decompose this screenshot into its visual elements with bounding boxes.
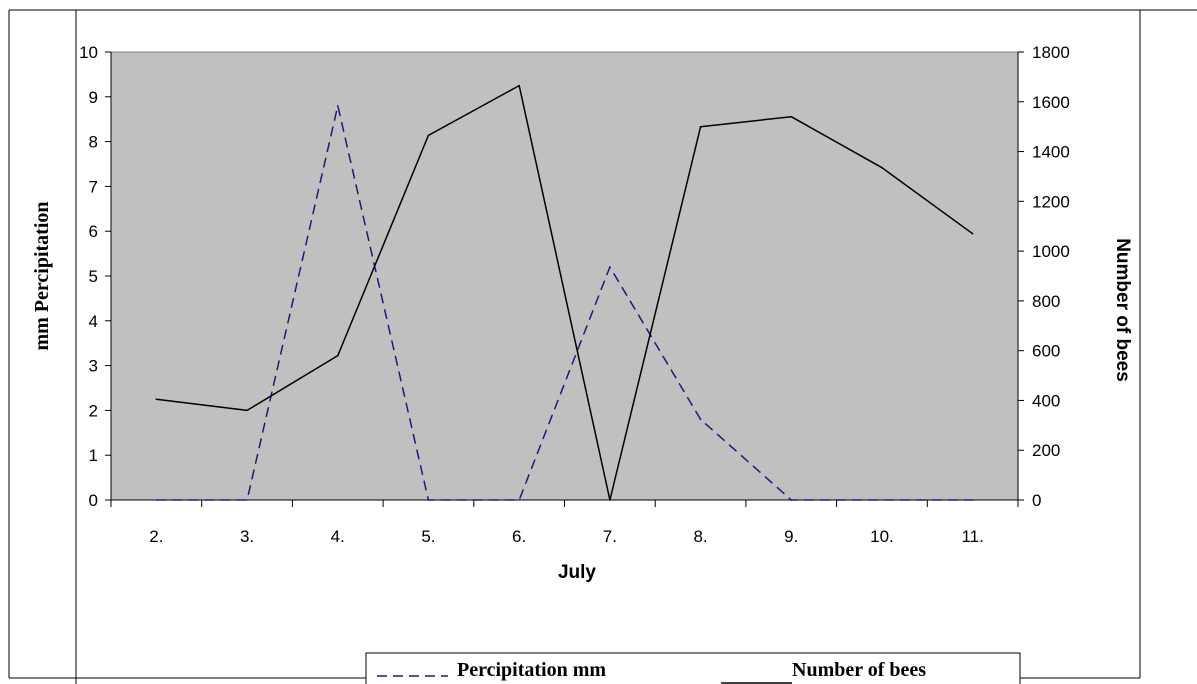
left-tick-label: 7 bbox=[89, 177, 98, 196]
right-tick-label: 1000 bbox=[1032, 242, 1070, 261]
series-line-bees bbox=[156, 84, 974, 501]
data-point-percipitation bbox=[518, 499, 520, 501]
data-point-percipitation bbox=[155, 499, 158, 501]
plot-area bbox=[110, 51, 1019, 501]
left-tick-label: 8 bbox=[89, 133, 98, 152]
x-tick-label: 11. bbox=[961, 527, 983, 546]
axes: 0 1 2 3 4 5 6 7 8 9 10 0 200 400 600 800 1000 1200 1400 160… bbox=[79, 43, 1070, 546]
left-axis-title: mm Percipitation bbox=[31, 201, 53, 350]
left-tick-label: 4 bbox=[89, 312, 98, 331]
data-point-percipitation bbox=[609, 266, 611, 268]
legend-label-percipitation: Percipitation mm bbox=[457, 659, 606, 681]
x-tick-label: 8. bbox=[693, 527, 707, 546]
legend: Percipitation mm Number of bees bbox=[365, 652, 1021, 684]
legend-label-bees: Number of bees bbox=[792, 659, 926, 681]
right-tick-label: 400 bbox=[1032, 391, 1060, 410]
data-point-bees bbox=[518, 84, 520, 87]
left-tick-label: 1 bbox=[89, 446, 98, 465]
data-point-bees bbox=[155, 398, 158, 401]
left-tick-label: 5 bbox=[89, 267, 98, 286]
x-tick-label: 10. bbox=[870, 527, 894, 546]
series-layer bbox=[155, 84, 974, 501]
x-tick-label: 4. bbox=[331, 527, 345, 546]
left-tick-label: 9 bbox=[89, 88, 98, 107]
right-tick-label: 1800 bbox=[1032, 43, 1070, 62]
data-point-bees bbox=[336, 354, 339, 357]
data-point-percipitation bbox=[427, 499, 430, 501]
right-tick-label: 600 bbox=[1032, 342, 1060, 361]
left-tick-label: 2 bbox=[89, 401, 98, 420]
left-tick-label: 0 bbox=[89, 491, 98, 510]
left-tick-label: 6 bbox=[89, 222, 98, 241]
right-tick-label: 1600 bbox=[1032, 93, 1070, 112]
x-tick-label: 6. bbox=[512, 527, 526, 546]
right-tick-label: 200 bbox=[1032, 441, 1060, 460]
data-point-percipitation bbox=[336, 104, 339, 107]
data-point-bees bbox=[699, 125, 702, 128]
right-tick-label: 800 bbox=[1032, 292, 1060, 311]
data-point-percipitation bbox=[246, 499, 248, 501]
data-point-bees bbox=[971, 232, 974, 235]
data-point-percipitation bbox=[971, 499, 974, 501]
data-point-bees bbox=[246, 409, 248, 412]
x-axis-title: July bbox=[558, 562, 596, 583]
data-point-bees bbox=[790, 115, 793, 118]
right-tick-label: 1400 bbox=[1032, 143, 1070, 162]
right-axis-title: Number of bees bbox=[1112, 238, 1133, 382]
data-point-percipitation bbox=[881, 499, 883, 501]
x-tick-label: 7. bbox=[603, 527, 617, 546]
data-point-bees bbox=[609, 499, 611, 501]
data-point-bees bbox=[427, 134, 430, 137]
right-tick-label: 0 bbox=[1032, 491, 1041, 510]
data-point-percipitation bbox=[699, 418, 702, 421]
data-point-bees bbox=[881, 166, 883, 169]
left-tick-label: 10 bbox=[79, 43, 98, 62]
x-tick-label: 3. bbox=[240, 527, 254, 546]
right-tick-label: 1200 bbox=[1032, 192, 1070, 211]
x-tick-label: 5. bbox=[421, 527, 435, 546]
legend-box bbox=[365, 652, 1021, 684]
data-point-percipitation bbox=[790, 499, 793, 501]
x-tick-label: 9. bbox=[784, 527, 798, 546]
x-tick-label: 2. bbox=[149, 527, 163, 546]
left-tick-label: 3 bbox=[89, 357, 98, 376]
series-line-percipitation bbox=[156, 105, 973, 501]
